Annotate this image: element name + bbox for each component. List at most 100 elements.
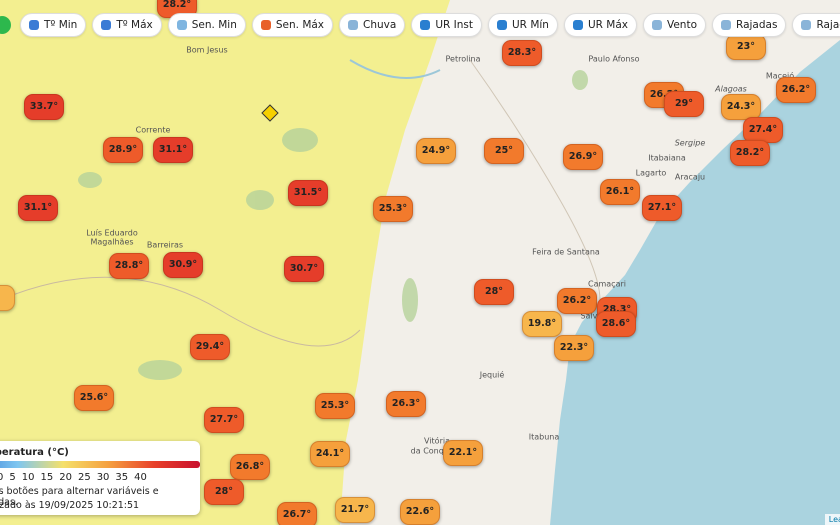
- temperature-marker[interactable]: 25.3°: [373, 196, 413, 222]
- scale-tick: 10: [21, 472, 35, 483]
- place-label: Corrente: [135, 125, 171, 135]
- button-label: UR Mín: [512, 19, 549, 31]
- place-label: Petrolina: [445, 54, 481, 64]
- temperature-marker[interactable]: 28.3°: [502, 40, 542, 66]
- temperature-marker[interactable]: 26.9°: [563, 144, 603, 170]
- temperature-marker[interactable]: 28.6°: [596, 311, 636, 337]
- temperature-marker[interactable]: 28°: [474, 279, 514, 305]
- temperature-marker[interactable]: 26.1°: [600, 179, 640, 205]
- temperature-marker[interactable]: 26.2°: [776, 77, 816, 103]
- toolbar-button[interactable]: UR Máx: [563, 13, 637, 37]
- place-label: Vitória: [424, 436, 450, 446]
- temperature-marker[interactable]: 30.7°: [284, 256, 324, 282]
- button-icon: [721, 20, 732, 30]
- temperature-marker[interactable]: 21.7°: [335, 497, 375, 523]
- scale-tick: 5: [9, 472, 16, 483]
- toolbar-button[interactable]: Chuva: [339, 13, 406, 37]
- temperature-marker[interactable]: 22.6°: [400, 499, 440, 525]
- button-label: Rajadas: [736, 19, 778, 31]
- toolbar-button[interactable]: Tº Min: [20, 13, 87, 37]
- toolbar-button[interactable]: UR Mín: [488, 13, 558, 37]
- place-label: Alagoas: [715, 84, 747, 94]
- legend-updated: Atualizado às 19/09/2025 10:21:51: [0, 500, 140, 511]
- place-label: Aracaju: [674, 172, 706, 182]
- temperature-marker[interactable]: 24.1°: [310, 441, 350, 467]
- temperature-marker[interactable]: 31.5°: [288, 180, 328, 206]
- button-label: Sen. Min: [191, 19, 237, 31]
- temperature-marker[interactable]: 28.8°: [109, 253, 149, 279]
- temperature-marker[interactable]: 28°: [204, 479, 244, 505]
- temperature-marker[interactable]: 29.4°: [190, 334, 230, 360]
- toolbar-button[interactable]: Sen. Máx: [251, 13, 334, 37]
- temperature-marker[interactable]: 22.1°: [443, 440, 483, 466]
- toolbar: Tº Min Tº Máx Sen. Min Sen. Máx Chuva UR Inst…: [20, 13, 840, 37]
- temperature-marker[interactable]: 30.9°: [163, 252, 203, 278]
- temperature-marker[interactable]: 27.7°: [204, 407, 244, 433]
- temperature-marker[interactable]: 29°: [664, 91, 704, 117]
- temperature-marker[interactable]: 22.3°: [554, 335, 594, 361]
- button-label: Chuva: [363, 19, 397, 31]
- toolbar-button[interactable]: Rajadas Max: [792, 13, 840, 37]
- temperature-marker[interactable]: 26.2°: [557, 288, 597, 314]
- place-label: Bom Jesus: [186, 45, 228, 55]
- temperature-marker[interactable]: 6°: [0, 285, 15, 311]
- place-label: Itabaiana: [648, 153, 686, 163]
- place-label: Magalhães: [90, 237, 134, 247]
- button-icon: [572, 20, 583, 30]
- scale-tick: 40: [134, 472, 147, 483]
- temperature-marker[interactable]: 25°: [484, 138, 524, 164]
- temperature-marker[interactable]: 27.1°: [642, 195, 682, 221]
- toolbar-button[interactable]: Tº Máx: [92, 13, 162, 37]
- temperature-marker[interactable]: 23°: [726, 34, 766, 60]
- scale-tick: 30: [96, 472, 110, 483]
- temperature-marker[interactable]: 24.9°: [416, 138, 456, 164]
- place-label: Camaçari: [588, 279, 626, 289]
- temperature-marker[interactable]: 19.8°: [522, 311, 562, 337]
- button-label: Sen. Máx: [275, 19, 325, 31]
- temperature-marker[interactable]: 26.7°: [277, 502, 317, 525]
- scale-tick: 15: [40, 472, 54, 483]
- button-label: Tº Min: [44, 19, 78, 31]
- legend-note: Use os botões para alternar variáveis e …: [0, 486, 159, 508]
- place-label: da Conquista: [410, 446, 464, 456]
- legend-scale: 0 5 10 15 20 25 30 35 40: [0, 472, 147, 483]
- temperature-marker[interactable]: 26.3°: [386, 391, 426, 417]
- place-label: Sergipe: [674, 138, 706, 148]
- button-icon: [497, 20, 507, 30]
- temperature-marker[interactable]: 31.1°: [153, 137, 193, 163]
- place-label: Itabuna: [528, 432, 560, 442]
- temperature-marker[interactable]: 26.8°: [230, 454, 270, 480]
- toolbar-button[interactable]: Rajadas: [712, 13, 787, 37]
- button-icon: [801, 20, 812, 30]
- button-icon: [651, 20, 662, 30]
- button-label: UR Inst: [435, 19, 473, 31]
- place-label: Jequié: [479, 370, 505, 380]
- legend-title: Temperatura (°C): [0, 447, 69, 458]
- place-label: Feira de Santana: [532, 247, 600, 257]
- scale-tick: 35: [115, 472, 129, 483]
- button-icon: [176, 20, 187, 30]
- legend-gradient: [0, 461, 200, 468]
- button-icon: [260, 20, 271, 30]
- temperature-marker[interactable]: 25.3°: [315, 393, 355, 419]
- temperature-marker[interactable]: 25.6°: [74, 385, 114, 411]
- toolbar-button[interactable]: UR Inst: [411, 13, 482, 37]
- temperature-marker[interactable]: 33.7°: [24, 94, 64, 120]
- toolbar-button[interactable]: Sen. Min: [167, 13, 246, 37]
- place-label: Barreiras: [146, 240, 184, 250]
- place-label: Paulo Afonso: [588, 54, 640, 64]
- temperature-marker[interactable]: 31.1°: [18, 195, 58, 221]
- button-icon: [348, 20, 359, 30]
- attribution: Leaflet: [824, 514, 840, 525]
- scale-tick: 0: [0, 472, 4, 483]
- button-label: Tº Máx: [116, 19, 153, 31]
- legend: Temperatura (°C) 05 10 15 20 25 30 35 40 Use os…: [0, 441, 200, 515]
- button-label: UR Máx: [587, 19, 628, 31]
- button-icon: [101, 20, 112, 30]
- temperature-marker[interactable]: 27.4°: [743, 117, 783, 143]
- temperature-marker[interactable]: 24.3°: [721, 94, 761, 120]
- toolbar-button[interactable]: Vento: [642, 13, 707, 37]
- temperature-marker[interactable]: 28.2°: [730, 140, 770, 166]
- temperature-marker[interactable]: 28.9°: [103, 137, 143, 163]
